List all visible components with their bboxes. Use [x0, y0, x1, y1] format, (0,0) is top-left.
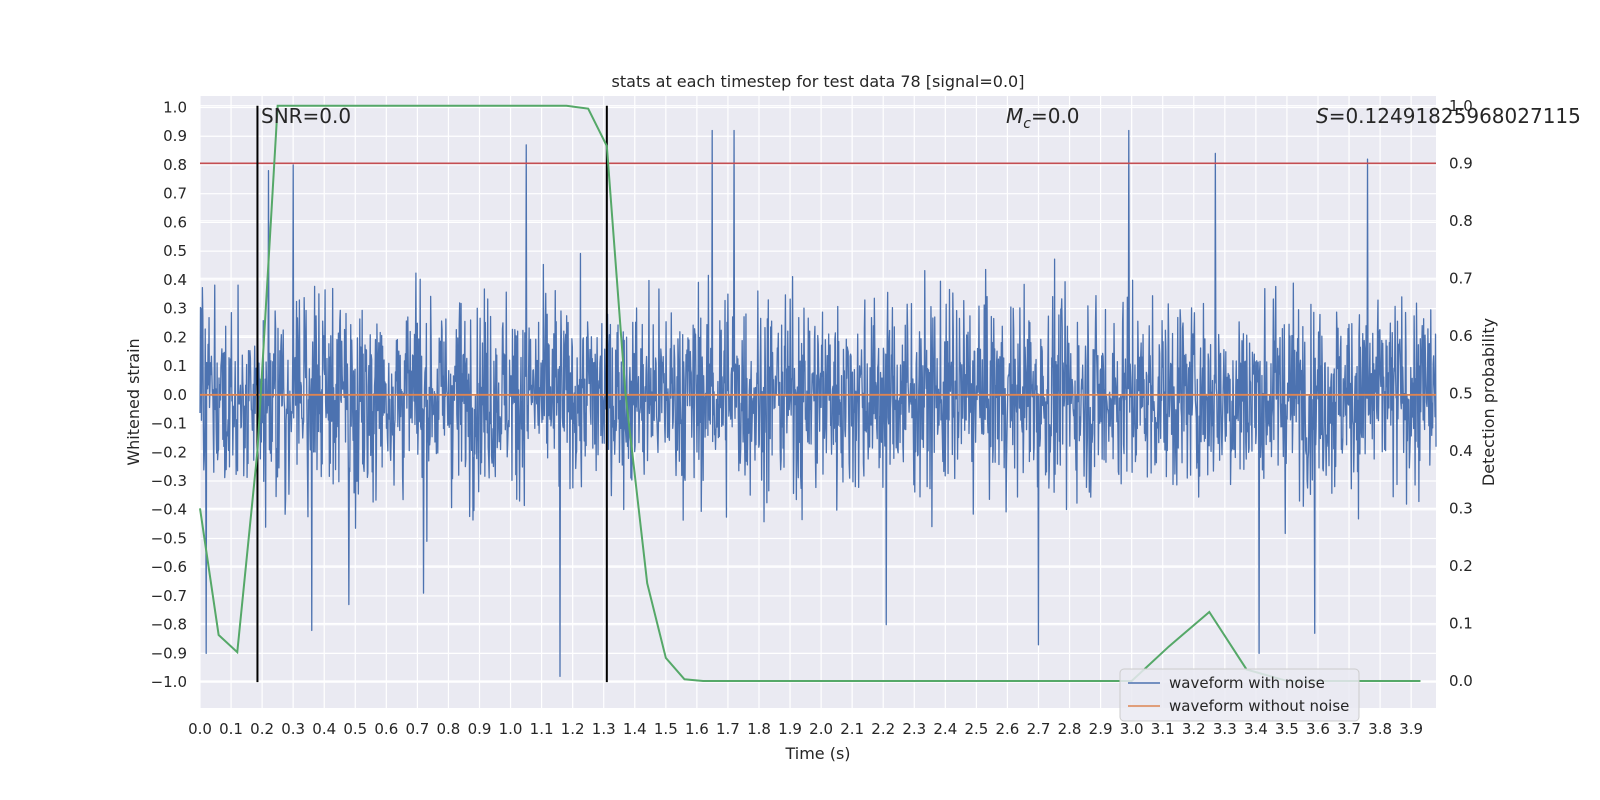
y-tick-label: −1.0 — [151, 673, 187, 691]
event-lines-group — [256, 105, 608, 683]
y2-tick-label: 0.0 — [1449, 672, 1473, 690]
x-tick-label: 3.9 — [1399, 720, 1423, 738]
s-value: =0.12491825968027115 — [1329, 104, 1581, 128]
y2-tick-label: 0.9 — [1449, 154, 1473, 172]
x-tick-label: 0.3 — [281, 720, 305, 738]
x-tick-label: 2.7 — [1027, 720, 1051, 738]
y-tick-label: 0.3 — [163, 300, 187, 318]
x-tick-label: 0.6 — [374, 720, 398, 738]
snr-annotation: SNR=0.0 — [261, 104, 351, 128]
x-tick-label: 3.5 — [1275, 720, 1299, 738]
x-tick-label: 1.1 — [530, 720, 554, 738]
x-tick-label: 2.4 — [933, 720, 957, 738]
detection-probability-line — [199, 104, 1421, 682]
x-tick-label: 0.2 — [250, 720, 274, 738]
y2-tick-label: 0.1 — [1449, 614, 1473, 632]
y-tick-label: 0.0 — [163, 386, 187, 404]
x-tick-label: 3.7 — [1337, 720, 1361, 738]
y-tick-label: −0.3 — [151, 472, 187, 490]
x-tick-label: 2.1 — [840, 720, 864, 738]
detection-probability-series — [199, 104, 1421, 682]
x-tick-label: 1.9 — [778, 720, 802, 738]
chirp-mass-subscript: c — [1023, 116, 1031, 132]
x-tick-label: 0.9 — [468, 720, 492, 738]
x-tick-label: 2.0 — [809, 720, 833, 738]
y-tick-label: −0.9 — [151, 644, 187, 662]
x-tick-label: 0.0 — [188, 720, 212, 738]
x-tick-label: 1.7 — [716, 720, 740, 738]
chart-title: stats at each timestep for test data 78 … — [612, 72, 1025, 91]
chirp-mass-symbol: M — [1006, 104, 1023, 128]
y2-axis-label: Detection probability — [1479, 318, 1498, 486]
x-tick-label: 0.4 — [312, 720, 336, 738]
chirp-mass-annotation: Mc=0.0 — [1006, 104, 1080, 132]
s-symbol: S — [1316, 104, 1329, 128]
y-tick-label: 0.1 — [163, 357, 187, 375]
y2-tick-label: 1.0 — [1449, 97, 1473, 115]
y-tick-label: −0.1 — [151, 415, 187, 433]
x-tick-label: 2.2 — [871, 720, 895, 738]
y-tick-label: −0.6 — [151, 558, 187, 576]
y-tick-label: 1.0 — [163, 98, 187, 116]
y-tick-label: −0.2 — [151, 443, 187, 461]
y-tick-label: −0.4 — [151, 501, 187, 519]
x-tick-label: 1.5 — [654, 720, 678, 738]
y-tick-label: −0.5 — [151, 529, 187, 547]
x-tick-label: 3.1 — [1151, 720, 1175, 738]
y2-tick-label: 0.4 — [1449, 442, 1473, 460]
y2-tick-label: 0.6 — [1449, 327, 1473, 345]
y2-tick-label: 0.2 — [1449, 557, 1473, 575]
y-tick-label: 0.5 — [163, 242, 187, 260]
legend-label-clean: waveform without noise — [1169, 697, 1349, 715]
y-tick-label: 0.7 — [163, 185, 187, 203]
x-tick-label: 1.6 — [685, 720, 709, 738]
x-tick-label: 0.8 — [437, 720, 461, 738]
x-axis-label: Time (s) — [784, 744, 850, 763]
y-tick-label: 0.4 — [163, 271, 187, 289]
y-axis-label: Whitened strain — [124, 338, 143, 465]
x-tick-label: 1.0 — [499, 720, 523, 738]
y2-tick-label: 0.7 — [1449, 269, 1473, 287]
legend-box — [1119, 668, 1360, 722]
x-tick-label: 0.7 — [405, 720, 429, 738]
noise-waveform-line — [199, 129, 1437, 678]
x-tick-label: 3.6 — [1306, 720, 1330, 738]
x-tick-label: 1.8 — [747, 720, 771, 738]
x-tick-label: 2.6 — [996, 720, 1020, 738]
y-tick-label: 0.2 — [163, 328, 187, 346]
x-tick-label: 2.3 — [902, 720, 926, 738]
x-tick-label: 1.2 — [561, 720, 585, 738]
y-tick-label: 0.8 — [163, 156, 187, 174]
legend-label-noise: waveform with noise — [1169, 674, 1325, 692]
x-tick-label: 1.4 — [623, 720, 647, 738]
x-tick-label: 3.0 — [1120, 720, 1144, 738]
chirp-mass-value: =0.0 — [1031, 104, 1080, 128]
x-tick-label: 0.1 — [219, 720, 243, 738]
x-tick-label: 2.8 — [1058, 720, 1082, 738]
y-tick-label: −0.7 — [151, 587, 187, 605]
x-tick-label: 1.3 — [592, 720, 616, 738]
x-tick-label: 2.9 — [1089, 720, 1113, 738]
waveform-with-noise-series — [199, 129, 1437, 678]
y2-tick-label: 0.5 — [1449, 384, 1473, 402]
y2-tick-label: 0.8 — [1449, 212, 1473, 230]
x-tick-label: 3.2 — [1182, 720, 1206, 738]
y-tick-label: 0.9 — [163, 127, 187, 145]
y2-tick-label: 0.3 — [1449, 499, 1473, 517]
s-annotation: S=0.12491825968027115 — [1316, 104, 1581, 128]
tick-labels: 0.0 0.1 0.2 0.3 0.4 0.5 0.6 0.7 0.8 0.9 1.0 1.1 1.2 1… — [151, 97, 1473, 738]
x-tick-label: 3.3 — [1213, 720, 1237, 738]
x-tick-label: 2.5 — [964, 720, 988, 738]
y-tick-label: −0.8 — [151, 616, 187, 634]
y-tick-label: 0.6 — [163, 213, 187, 231]
x-tick-label: 3.4 — [1244, 720, 1268, 738]
x-tick-label: 3.8 — [1368, 720, 1392, 738]
legend: waveform with noise waveform without noi… — [1119, 668, 1360, 722]
x-tick-label: 0.5 — [343, 720, 367, 738]
